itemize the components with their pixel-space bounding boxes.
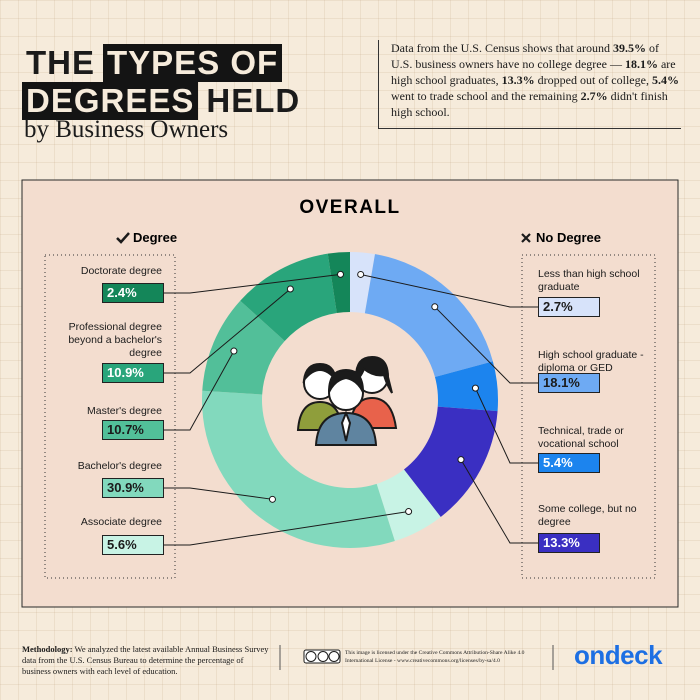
leader-dot: [471, 384, 479, 392]
leader-line: [162, 288, 291, 374]
category-label: Master's degree: [87, 405, 162, 417]
value-label: 10.7%: [102, 420, 164, 440]
leader-dot: [230, 347, 238, 355]
methodology: Methodology: We analyzed the latest avai…: [22, 644, 270, 677]
leader-line: [434, 306, 538, 384]
value-label: 18.1%: [538, 373, 600, 393]
license: This image is licensed under the Creativ…: [345, 650, 525, 664]
group-label: Degree: [133, 230, 177, 245]
value-label: 30.9%: [102, 478, 164, 498]
description-part: dropped out of college,: [534, 73, 652, 87]
category-label: Associate degree: [80, 516, 162, 528]
subtitle: by Business Owners: [24, 116, 229, 143]
category-label: Technical, trade or vocational school: [538, 425, 624, 450]
donut-slice: [327, 252, 350, 313]
logo: ondeck: [574, 640, 663, 670]
leader-line: [162, 350, 235, 431]
methodology-text: We analyzed the latest available Annual …: [22, 644, 269, 676]
methodology-label: Methodology:: [22, 644, 73, 654]
category-label: Less than high school graduate: [538, 268, 640, 293]
description: Data from the U.S. Census shows that aro…: [378, 40, 681, 129]
description-part: are high school graduates,: [391, 57, 676, 87]
leader-dot: [286, 285, 294, 293]
description-part: 5.4%: [651, 73, 679, 87]
cc-icon: [303, 649, 341, 664]
description-part: 18.1%: [624, 57, 658, 71]
group-label: No Degree: [536, 230, 601, 245]
category-label: High school graduate - diploma or GED: [538, 349, 644, 374]
title: THE TYPES OFDEGREES HELD: [22, 44, 367, 120]
donut-slice: [350, 252, 375, 314]
leader-line: [360, 273, 538, 308]
value-label: 10.9%: [102, 363, 164, 383]
donut-slice: [434, 361, 498, 412]
chart-title: OVERALL: [299, 197, 400, 218]
x-icon: [521, 233, 531, 243]
description-part: 13.3%: [501, 73, 535, 87]
donut-slice: [364, 254, 493, 378]
value-label: 5.4%: [538, 453, 600, 473]
category-label: Doctorate degree: [80, 265, 162, 277]
title-part: DEGREES: [22, 82, 199, 120]
donut-slice: [240, 253, 337, 341]
description-part: of U.S. business owners have no college …: [391, 41, 659, 71]
value-label: 2.4%: [102, 283, 164, 303]
donut-slice: [403, 406, 498, 517]
title-part: TYPES OF: [103, 44, 283, 82]
leader-dot: [357, 270, 365, 278]
leader-line: [162, 511, 409, 546]
description-part: 2.7%: [580, 89, 608, 103]
value-label: 5.6%: [102, 535, 164, 555]
value-label: 13.3%: [538, 533, 600, 553]
leader-dot: [431, 303, 439, 311]
category-label: Bachelor's degree: [77, 460, 162, 472]
category-label: Professional degree beyond a bachelor's …: [68, 321, 162, 359]
donut-slice: [202, 390, 395, 548]
group-frame: [44, 254, 176, 579]
leader-line: [474, 387, 538, 464]
people-icon: [296, 355, 398, 446]
category-label: Some college, but no degree: [538, 503, 637, 528]
donut-slice: [376, 469, 441, 542]
leader-dot: [405, 508, 413, 516]
value-label: 2.7%: [538, 297, 600, 317]
title-part: HELD: [206, 82, 301, 119]
leader-dot: [337, 270, 345, 278]
description-part: went to trade school and the remaining: [391, 89, 581, 103]
leader-dot: [268, 495, 276, 503]
check-icon: [116, 232, 130, 244]
leader-dot: [457, 456, 465, 464]
leader-line: [162, 487, 273, 500]
description-part: Data from the U.S. Census shows that aro…: [391, 41, 613, 55]
description-part: 39.5%: [612, 41, 646, 55]
leader-line: [162, 273, 341, 294]
leader-line: [460, 459, 538, 544]
description-part: didn't finish high school.: [391, 89, 668, 119]
title-part: THE: [26, 44, 95, 81]
